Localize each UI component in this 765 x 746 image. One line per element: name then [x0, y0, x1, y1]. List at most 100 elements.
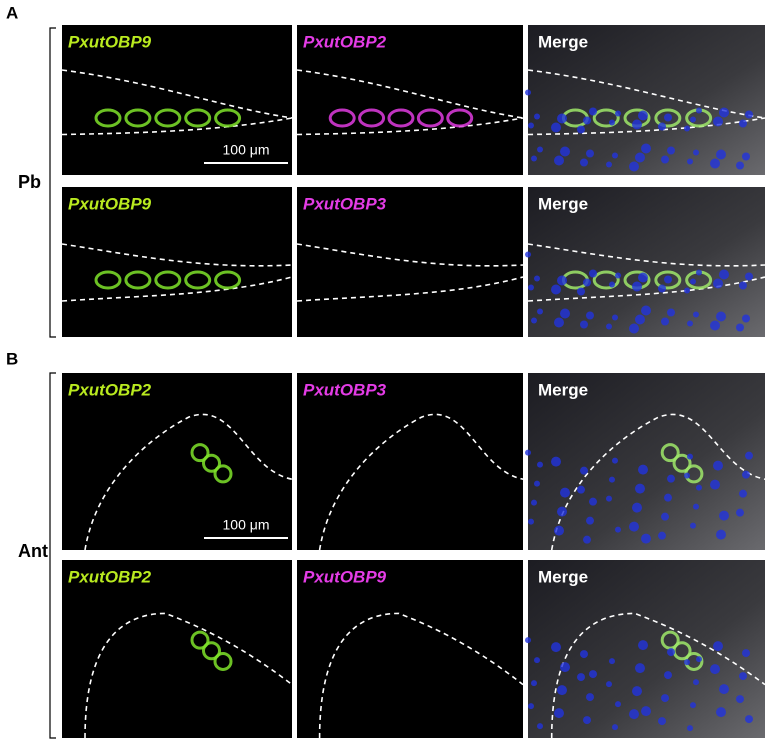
nucleus [684, 287, 690, 294]
nucleus [684, 472, 690, 479]
tissue-outline [527, 243, 765, 267]
nucleus [609, 119, 615, 126]
tissue-outline [84, 612, 293, 739]
nucleus [693, 679, 699, 686]
cell-signal [154, 108, 182, 128]
nucleus [664, 493, 672, 502]
nucleus [580, 158, 588, 167]
nucleus [580, 466, 588, 475]
nucleus [719, 269, 729, 280]
cell-signal [190, 630, 210, 650]
nucleus [739, 281, 747, 290]
image-title: PxutOBP3 [303, 194, 387, 213]
cell-signal [154, 270, 182, 290]
nucleus [537, 308, 543, 315]
nucleus [690, 116, 696, 123]
nucleus [667, 146, 675, 155]
nucleus [612, 314, 618, 321]
image-panel: Merge [525, 560, 765, 739]
nucleus [693, 311, 699, 318]
cell-signal [358, 108, 386, 128]
image-title: Merge [538, 32, 588, 51]
nucleus [629, 521, 639, 532]
cell-signal [660, 630, 680, 650]
nucleus [713, 460, 723, 471]
nucleus [739, 672, 747, 681]
nucleus [716, 149, 726, 160]
nucleus [658, 284, 666, 293]
group-label: Ant [18, 541, 48, 561]
nucleus [606, 161, 612, 168]
scale-bar-label: 100 μm [223, 517, 270, 533]
image-panel: Merge [525, 373, 765, 551]
nucleus [684, 125, 690, 132]
nucleus [664, 113, 672, 122]
nucleus [658, 122, 666, 131]
nucleus [632, 502, 642, 513]
cell-signal [654, 108, 682, 128]
nucleus [609, 658, 615, 665]
nucleus [690, 522, 696, 529]
nucleus [658, 717, 666, 726]
nucleus [583, 116, 591, 125]
group-label: Pb [18, 172, 41, 192]
nucleus [557, 506, 567, 517]
image-title: PxutOBP2 [303, 32, 387, 51]
nucleus [745, 715, 753, 724]
nucleus [606, 323, 612, 330]
image-title: PxutOBP3 [303, 380, 387, 399]
scale-bar-label: 100 μm [223, 142, 270, 158]
cell-signal [190, 443, 210, 463]
nucleus [554, 317, 564, 328]
nucleus [560, 662, 570, 673]
nucleus [629, 323, 639, 334]
image-background [297, 373, 523, 550]
nucleus [687, 453, 693, 460]
nucleus [580, 650, 588, 659]
image-panel: PxutOBP9 [297, 560, 524, 739]
nucleus [557, 685, 567, 696]
nucleus [667, 308, 675, 317]
image-background [62, 25, 292, 175]
image-title: PxutOBP9 [68, 32, 152, 51]
nucleus [534, 657, 540, 664]
nucleus [583, 278, 591, 287]
nucleus [742, 314, 750, 323]
nucleus [687, 725, 693, 732]
nucleus [525, 449, 531, 456]
nucleus [583, 535, 591, 544]
nucleus [560, 308, 570, 319]
nucleus [716, 529, 726, 540]
nucleus [528, 122, 534, 129]
bracket [49, 372, 56, 739]
nucleus [589, 107, 597, 116]
nucleus [554, 155, 564, 166]
nucleus [742, 152, 750, 161]
nucleus [696, 107, 702, 114]
bracket [49, 27, 56, 338]
image-panel: PxutOBP2 [296, 25, 524, 175]
cell-signal [446, 108, 474, 128]
nucleus [612, 724, 618, 731]
nucleus [589, 269, 597, 278]
nucleus [577, 125, 585, 134]
nucleus [528, 284, 534, 291]
cell-signal [328, 108, 356, 128]
nucleus [742, 470, 750, 479]
nucleus [667, 648, 675, 657]
nucleus [664, 275, 672, 284]
nucleus [664, 671, 672, 680]
nucleus [551, 642, 561, 653]
cell-signal [416, 108, 444, 128]
nucleus [557, 113, 567, 124]
nucleus [551, 456, 561, 467]
nucleus [632, 119, 642, 130]
cell-signal [202, 641, 221, 661]
nucleus [615, 701, 621, 708]
cell-signal [592, 108, 620, 128]
nucleus [577, 287, 585, 296]
nucleus [615, 526, 621, 533]
image-title: PxutOBP2 [68, 567, 152, 586]
nucleus [745, 110, 753, 119]
nucleus [635, 152, 645, 163]
